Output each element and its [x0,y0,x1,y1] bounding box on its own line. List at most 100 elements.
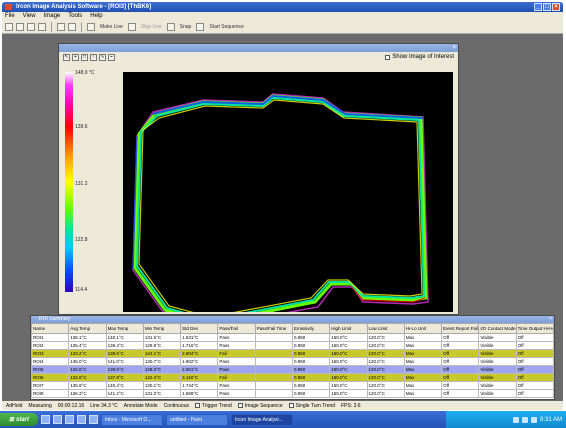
table-cell: 139.6°C [105,365,144,374]
line-tool-icon[interactable]: ∿ [99,54,106,61]
single-turn-trend-checkbox[interactable] [288,403,294,408]
table-cell: 150.0°C [329,333,368,342]
roi-summary-title-bar: ROI Summary × [31,316,554,323]
thermal-image-canvas[interactable] [123,72,453,328]
stop-icon[interactable] [127,22,136,31]
undo-icon[interactable] [57,22,65,31]
status-item: 00:00:12.16 [57,402,85,409]
status-item: Line 34.3 °C [90,402,118,409]
column-header[interactable]: Emissivity [291,323,331,334]
column-header[interactable]: Avg Temp [68,323,107,334]
network-icon[interactable] [512,416,519,423]
table-row[interactable]: ROI5 134.6°C 139.6°C 128.3°C 2.001°C Pass 0.95… [31,365,554,374]
image-window-close-button[interactable]: × [452,45,456,51]
crosshair-tool-icon[interactable]: + [72,54,79,61]
taskbar-button-outlook[interactable]: Inbox - Microsoft O... [101,413,163,426]
table-cell: 0.950 [291,365,331,374]
table-row[interactable]: ROI8 136.3°C 141.2°C 131.0°C 1.689°C Pass 0.95… [31,389,554,398]
maximize-button[interactable]: □ [543,3,551,11]
save-icon[interactable] [27,22,35,31]
table-row[interactable]: ROI4 136.0°C 141.0°C 130.7°C 1.902°C Pass 0.95… [31,357,554,366]
polyline-tool-icon[interactable]: ⌁ [108,54,115,61]
open-folder-icon[interactable] [16,22,24,31]
table-cell: Pass [217,341,256,350]
table-cell: 150.0°C [329,373,368,382]
scale-label-bottom: 114.4 [75,287,88,293]
column-header[interactable]: Std Dev [180,323,219,334]
table-row[interactable]: ROI3 133.2°C 138.6°C 124.1°C 2.804°C Fail 0.95… [31,349,554,358]
scale-label: 122.8 [75,237,88,243]
trigger-trend-option[interactable]: Trigger Trend [194,403,232,409]
browser-icon[interactable] [53,415,62,424]
column-header[interactable]: High Limit [329,323,368,334]
table-cell: 136.1°C [68,333,107,342]
table-cell: ROI8 [31,389,70,398]
volume-icon[interactable] [521,416,528,423]
table-cell: 132.8°C [68,373,107,382]
print-icon[interactable] [38,22,46,31]
column-header[interactable]: Time Output Hi-Hold [515,323,554,334]
camera-icon[interactable] [87,22,95,31]
close-button[interactable]: × [552,3,560,11]
table-cell: Off [441,357,480,366]
roi-summary-close-button[interactable]: × [549,316,552,322]
column-header[interactable]: Max Temp [105,323,144,334]
table-cell: Visible [478,373,517,382]
image-sequence-checkbox[interactable] [237,403,243,408]
table-row[interactable]: ROI2 135.4°C 139.4°C 129.9°C 1.716°C Pass 0.95… [31,341,554,350]
table-row[interactable]: ROI1 136.1°C 140.1°C 131.6°C 1.631°C Pass 0.95… [31,333,554,342]
menu-tools[interactable]: Tools [68,13,83,19]
media-icon[interactable] [89,415,98,424]
make-live-button[interactable]: Make Live [100,23,123,30]
folder-icon[interactable] [77,415,86,424]
table-cell: Off [515,349,554,358]
single-turn-trend-option[interactable]: Single Turn Trend [288,403,335,409]
snap-button[interactable]: Snap [179,23,192,30]
pointer-tool-icon[interactable]: ↖ [63,54,70,61]
table-cell: 140.1°C [105,333,144,342]
trigger-trend-checkbox[interactable] [194,403,200,408]
menu-file[interactable]: File [5,13,15,19]
column-header[interactable]: Event Report Fail [441,323,480,334]
menu-view[interactable]: View [22,13,36,19]
sequence-icon[interactable] [196,22,205,31]
security-icon[interactable] [530,416,537,423]
taskbar-button-paint[interactable]: untitled - Paint [166,413,228,426]
table-row[interactable]: ROI6 132.8°C 137.9°C 122.4°C 3.118°C Fail 0.95… [31,373,554,382]
rectangle-tool-icon[interactable]: □ [81,54,88,61]
app-title-bar: Ircon Image Analysis Software - [ROI3] [… [2,2,563,12]
start-button[interactable]: ⊞ start [0,413,38,426]
table-cell: Visible [478,381,517,390]
stop-live-button[interactable]: Stop Live [140,23,162,30]
column-header[interactable]: Name [31,323,70,334]
taskbar-button-ircon[interactable]: Ircon Image Analysi... [231,413,293,426]
menu-help[interactable]: Help [90,13,103,19]
column-header[interactable]: Hi-Lo Unit [403,323,443,334]
redo-icon[interactable] [68,22,76,31]
snapshot-icon[interactable] [166,22,175,31]
fps-readout: FPS: 3.6 [341,402,361,409]
minimize-button[interactable]: _ [534,3,542,11]
table-cell [254,373,293,382]
table-cell: 120.0°C [366,333,405,342]
table-cell: 135.4°C [68,341,107,350]
show-desktop-icon[interactable] [41,415,50,424]
status-item: Measuring [28,402,52,409]
column-header[interactable]: I/O Contact Mode [478,323,517,334]
menu-image[interactable]: Image [43,13,61,19]
image-sequence-option[interactable]: Image Sequence [237,403,283,409]
table-row[interactable]: ROI7 135.9°C 140.4°C 130.1°C 1.744°C Pass 0.95… [31,381,554,390]
new-file-icon[interactable] [5,22,13,31]
start-label: start [16,416,30,423]
column-header[interactable]: Min Temp [142,323,182,334]
start-sequence-button[interactable]: Start Sequence [209,23,244,30]
email-icon[interactable] [65,415,74,424]
show-image-checkbox[interactable] [385,54,391,60]
main-toolbar: Make Live Stop Live Snap Start Sequence [2,20,563,34]
column-header[interactable]: Low Limit [366,323,405,334]
table-cell: Off [441,389,480,398]
column-header[interactable]: Pass/Fail Time [254,323,293,334]
show-image-of-interest-option[interactable]: Show Image of Interest [385,54,454,60]
column-header[interactable]: Pass/Fail [217,323,256,334]
ellipse-tool-icon[interactable]: ○ [90,54,97,61]
